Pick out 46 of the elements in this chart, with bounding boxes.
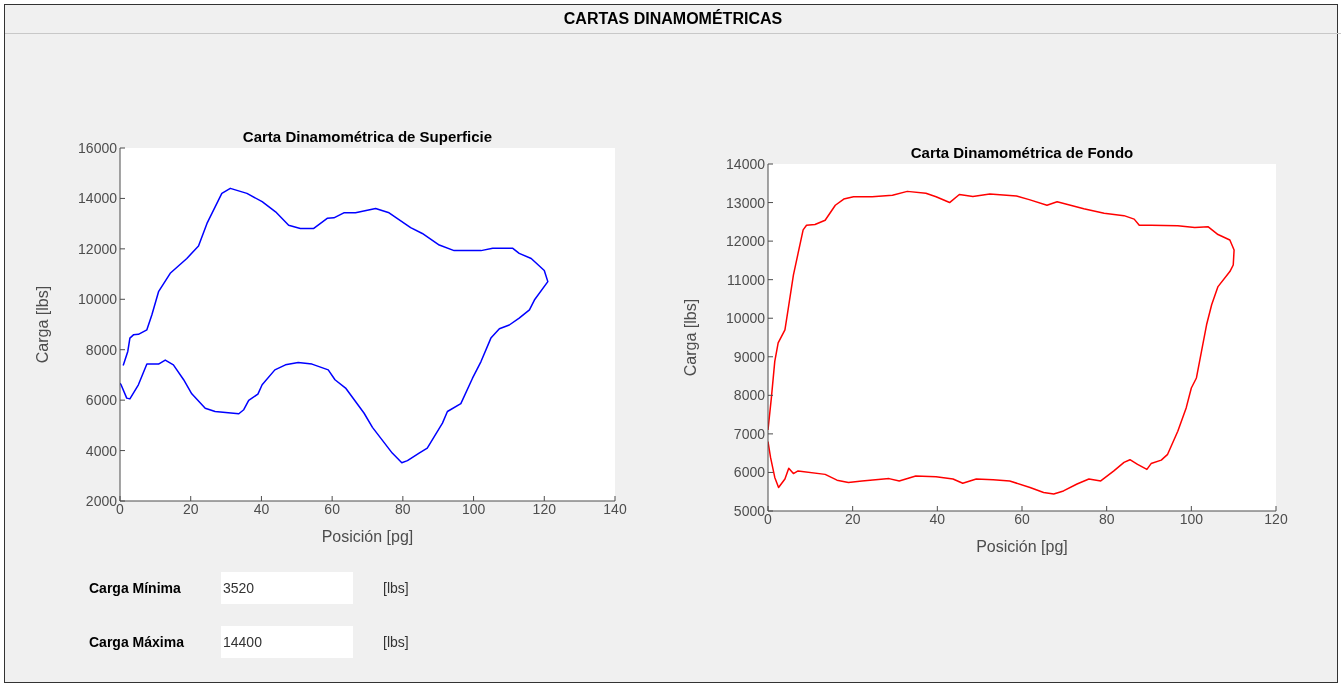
- y-tick-label: 6000: [85, 392, 118, 409]
- y-tick-label: 12000: [78, 240, 118, 257]
- text: Carga Mínima: [89, 580, 182, 596]
- y-tick-label: 16000: [78, 139, 118, 156]
- text: [lbs]: [383, 580, 409, 596]
- y-axis-title: Carga [lbs]: [681, 298, 699, 377]
- y-tick-label: 10000: [78, 291, 118, 308]
- y-tick-label: 8000: [733, 387, 766, 404]
- x-tick-label: 120: [532, 500, 557, 517]
- x-tick-label: 0: [116, 500, 125, 517]
- y-tick-label: 14000: [78, 190, 118, 207]
- x-axis-title: Posición [pg]: [976, 538, 1068, 555]
- text: CARTAS DINAMOMÉTRICAS: [5, 5, 1341, 34]
- y-tick-label: 9000: [733, 348, 766, 365]
- y-tick-label: 6000: [733, 464, 766, 481]
- x-tick-label: 20: [182, 500, 199, 517]
- y-tick-label: 14000: [726, 155, 766, 172]
- x-tick-label: 60: [324, 500, 341, 517]
- x-tick-label: 40: [253, 500, 270, 517]
- y-tick-label: 10000: [726, 310, 766, 327]
- x-axis-title: Posición [pg]: [321, 528, 414, 545]
- chart-title: Carta Dinamométrica de Superficie: [241, 128, 494, 145]
- x-tick-label: 20: [844, 510, 861, 527]
- y-tick-label: 7000: [733, 425, 766, 442]
- line-series: [120, 187, 549, 464]
- y-tick-label: 13000: [726, 194, 766, 211]
- y-tick-label: 8000: [85, 341, 118, 358]
- y-axis-title: Carga [lbs]: [33, 285, 51, 364]
- text: Carga Máxima: [89, 634, 185, 650]
- text: 3520: [221, 572, 353, 604]
- y-tick-label: 12000: [726, 233, 766, 250]
- x-tick-label: 100: [461, 500, 486, 517]
- x-tick-label: 80: [395, 500, 411, 517]
- x-tick-label: 40: [929, 510, 946, 527]
- x-tick-label: 120: [1264, 510, 1288, 527]
- x-tick-label: 100: [1179, 510, 1204, 527]
- text: [lbs]: [383, 634, 409, 650]
- x-tick-label: 80: [1098, 510, 1115, 527]
- text: 14400: [221, 626, 353, 658]
- y-tick-label: 4000: [85, 442, 118, 459]
- line-series: [768, 190, 1235, 495]
- x-tick-label: 140: [603, 500, 627, 517]
- x-tick-label: 60: [1014, 510, 1030, 527]
- chart-title: Carta Dinamométrica de Fondo: [909, 144, 1135, 161]
- y-tick-label: 11000: [727, 271, 766, 288]
- x-tick-label: 0: [764, 510, 773, 527]
